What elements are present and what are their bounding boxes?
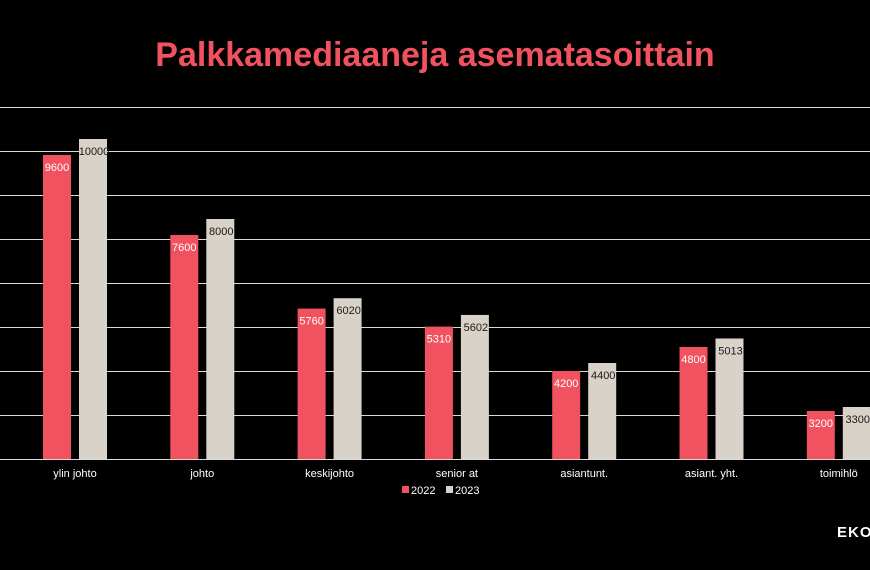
data-label-2023: 5602 (464, 322, 488, 334)
category-label: johto (189, 468, 214, 480)
bar-2023 (588, 363, 617, 459)
bar-2022 (297, 308, 326, 459)
category-label: senior at (436, 468, 478, 480)
bars (43, 139, 870, 459)
bar-2022 (43, 155, 71, 459)
data-label-2022: 5760 (299, 316, 323, 328)
data-label-2022: 3200 (809, 418, 833, 430)
legend-label-2023: 2023 (455, 485, 479, 497)
category-label: ylin johto (53, 468, 96, 480)
bar-2022 (806, 411, 835, 459)
bar-2023 (842, 407, 870, 459)
bar-2023 (206, 219, 235, 459)
data-label-2023: 8000 (209, 226, 233, 238)
category-label: keskijohto (305, 468, 354, 480)
bar-2023 (333, 298, 362, 459)
data-label-2022: 5310 (427, 334, 451, 346)
bar-2022 (679, 347, 708, 459)
data-label-2023: 6020 (336, 305, 360, 317)
data-label-2022: 9600 (45, 162, 69, 174)
data-label-2022: 4200 (554, 378, 578, 390)
bar-2022 (170, 235, 199, 459)
category-label: toimihlö (820, 468, 858, 480)
data-labels: 9600 10000 7600 8000 5760 6020 5310 5602 4200 440… (45, 146, 870, 430)
data-label-2023: 10000 (79, 146, 110, 158)
legend-swatch-2022 (402, 486, 409, 493)
category-labels: ylin johto johto keskijohto senior at asiant… (53, 468, 857, 480)
category-label: asiantunt. (560, 468, 608, 480)
chart-title: Palkkamediaaneja asematasoittain (155, 36, 715, 74)
category-label: asiant. yht. (685, 468, 738, 480)
data-label-2022: 7600 (172, 242, 196, 254)
bar-2023 (460, 314, 489, 459)
data-label-2023: 3300 (846, 414, 870, 426)
legend: 2022 2023 (402, 485, 479, 497)
bar-2022 (552, 371, 581, 459)
brand-watermark: EKON (837, 524, 870, 541)
data-label-2023: 5013 (718, 345, 742, 357)
bar-2023 (79, 139, 107, 459)
legend-label-2022: 2022 (411, 485, 435, 497)
legend-swatch-2023 (446, 486, 453, 493)
bar-2022 (424, 326, 453, 459)
data-label-2022: 4800 (681, 354, 705, 366)
data-label-2023: 4400 (591, 370, 615, 382)
bar-2023 (715, 338, 744, 459)
